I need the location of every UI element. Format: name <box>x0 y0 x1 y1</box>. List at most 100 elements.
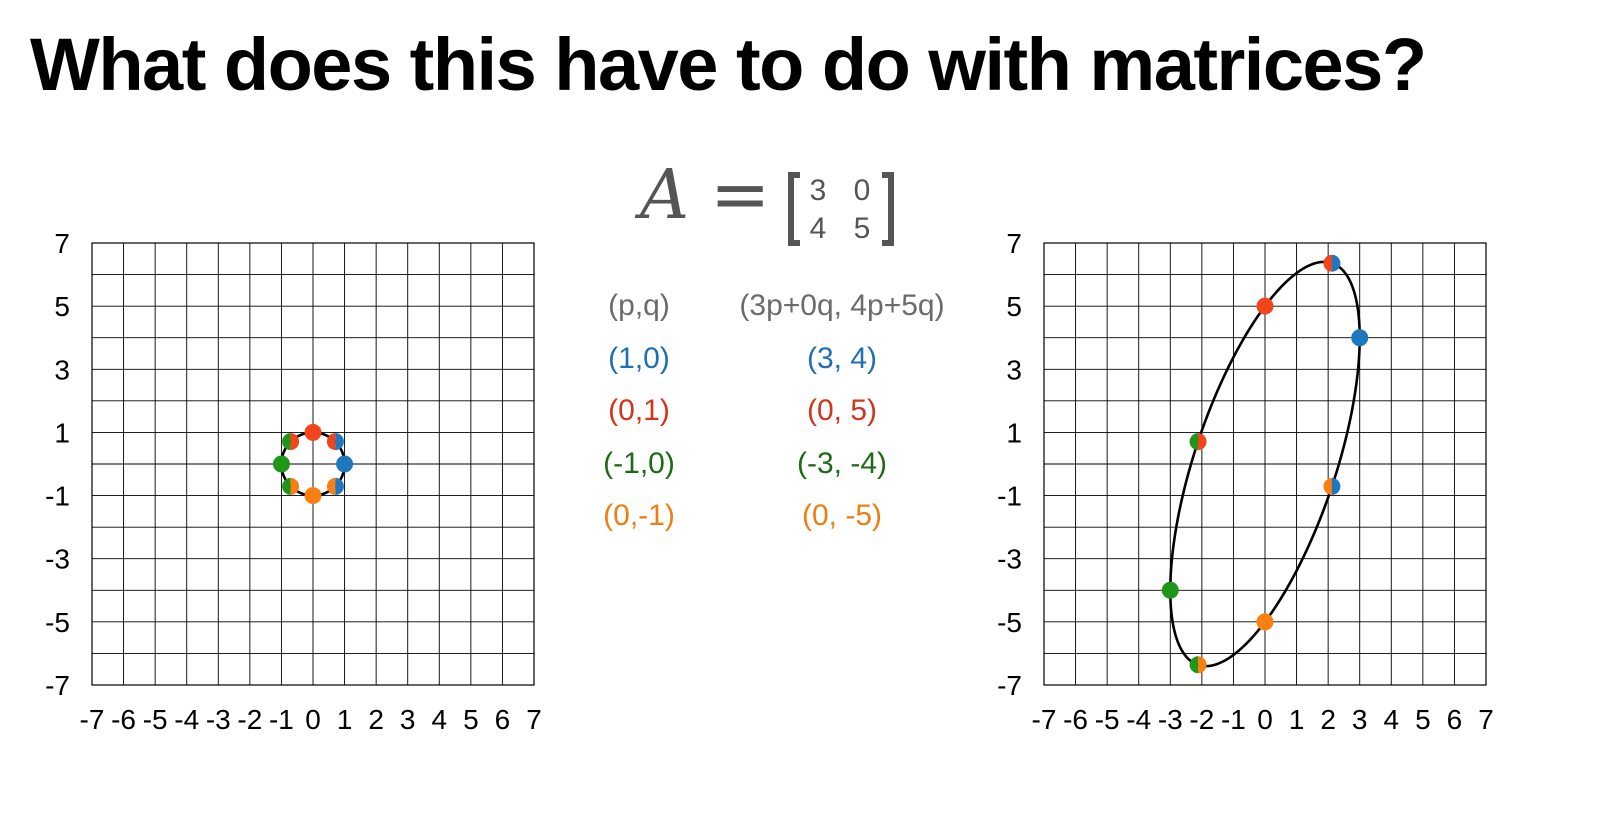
y-tick-label: -3 <box>997 544 1022 575</box>
x-tick-label: 5 <box>463 704 479 735</box>
mapping-row: (0,-1) (0, -5) <box>580 492 980 545</box>
data-point <box>1351 329 1369 347</box>
y-tick-label: 5 <box>1006 291 1022 322</box>
data-point <box>326 433 344 451</box>
data-point <box>1256 297 1274 315</box>
point-half-left <box>1189 656 1199 674</box>
point-half-left <box>326 477 336 495</box>
y-tick-label: 7 <box>54 228 70 259</box>
mapping-header-row: (p,q) (3p+0q, 4p+5q) <box>580 282 980 335</box>
mapping-input: (0,-1) <box>603 499 675 532</box>
point-half-left <box>1189 433 1199 451</box>
y-tick-label: -5 <box>997 607 1022 638</box>
mapping-output: (-3, -4) <box>797 446 887 480</box>
y-tick-label: 1 <box>1006 417 1022 448</box>
x-tick-label: 2 <box>1320 704 1336 735</box>
matrix-cell-2-1: 4 <box>809 212 827 245</box>
data-point <box>1323 254 1341 272</box>
y-tick-label: -1 <box>997 481 1022 512</box>
plot-frame <box>1043 242 1487 686</box>
data-point <box>304 487 322 505</box>
x-tick-label: 3 <box>1352 704 1368 735</box>
x-tick-label: -3 <box>206 704 231 735</box>
data-point <box>326 477 344 495</box>
point-half-right <box>335 433 344 451</box>
point-marker <box>1351 329 1369 347</box>
x-tick-label: 6 <box>1447 704 1463 735</box>
y-tick-label: 5 <box>54 291 70 322</box>
mapping-row: (0,1) (0, 5) <box>580 387 980 440</box>
mapping-output: (0, 5) <box>806 394 878 427</box>
x-tick-label: -4 <box>174 704 199 735</box>
header-output: (3p+0q, 4p+5q) <box>739 289 945 322</box>
x-tick-label: 5 <box>1415 704 1431 735</box>
x-tick-label: 0 <box>1257 704 1273 735</box>
x-tick-label: 1 <box>337 704 353 735</box>
mapping-output: (3, 4) <box>806 341 878 375</box>
data-point <box>1189 656 1207 674</box>
point-marker <box>1161 581 1179 599</box>
x-tick-label: 4 <box>1383 704 1399 735</box>
x-tick-label: 7 <box>1478 704 1494 735</box>
x-tick-label: -4 <box>1126 704 1151 735</box>
matrix-cell-1-1: 3 <box>809 174 827 207</box>
x-tick-label: -1 <box>269 704 294 735</box>
matrix-cell-1-2: 0 <box>853 174 871 207</box>
grid <box>91 242 535 686</box>
point-marker <box>304 487 322 505</box>
y-tick-label: -7 <box>45 670 70 701</box>
mapping-output: (0, -5) <box>801 499 883 532</box>
x-tick-label: 3 <box>400 704 416 735</box>
mapping-row: (-1,0) (-3, -4) <box>580 440 980 493</box>
point-half-left <box>1323 254 1332 272</box>
page-title: What does this have to do with matrices? <box>30 23 1427 106</box>
x-tick-label: 7 <box>526 704 542 735</box>
y-tick-label: 3 <box>54 354 70 385</box>
point-marker <box>336 455 354 473</box>
x-tick-label: 6 <box>495 704 511 735</box>
y-tick-label: -3 <box>45 544 70 575</box>
header-input: (p,q) <box>608 289 670 322</box>
data-point <box>282 433 300 451</box>
x-tick-label: -7 <box>1032 704 1057 735</box>
y-tick-label: -1 <box>45 481 70 512</box>
equals-sign: = <box>710 152 771 236</box>
point-half-left <box>282 433 291 451</box>
x-tick-label: -5 <box>143 704 168 735</box>
point-half-left <box>1323 477 1332 495</box>
right-bracket <box>882 172 894 246</box>
matrix-definition: A = 3 0 4 5 <box>640 152 910 260</box>
data-point <box>282 477 300 495</box>
y-tick-label: 7 <box>1006 228 1022 259</box>
matrix-cell-2-2: 5 <box>853 212 871 245</box>
data-point <box>1161 581 1179 599</box>
matrix-name: A <box>640 156 690 235</box>
data-point <box>272 455 290 473</box>
mapping-row: (1,0) (3, 4) <box>580 335 980 388</box>
x-tick-label: -1 <box>1221 704 1246 735</box>
point-half-right <box>1198 433 1207 451</box>
x-tick-label: -2 <box>1189 704 1214 735</box>
y-tick-label: 3 <box>1006 354 1022 385</box>
x-tick-label: -5 <box>1095 704 1120 735</box>
x-tick-label: 1 <box>1289 704 1305 735</box>
x-tick-label: -7 <box>80 704 105 735</box>
x-tick-label: -6 <box>111 704 136 735</box>
point-half-right <box>1198 656 1207 674</box>
point-half-right <box>335 477 344 495</box>
x-tick-label: 2 <box>368 704 384 735</box>
point-half-left <box>326 433 336 451</box>
mapping-input: (1,0) <box>608 341 670 375</box>
data-point <box>336 455 354 473</box>
y-tick-label: -7 <box>997 670 1022 701</box>
point-half-right <box>290 433 300 451</box>
point-half-right <box>1331 477 1341 495</box>
point-marker <box>1256 297 1274 315</box>
x-tick-label: -3 <box>1158 704 1183 735</box>
mapping-input: (-1,0) <box>603 446 675 480</box>
point-half-left <box>282 477 291 495</box>
mapping-input: (0,1) <box>608 394 670 427</box>
x-tick-label: 0 <box>305 704 321 735</box>
